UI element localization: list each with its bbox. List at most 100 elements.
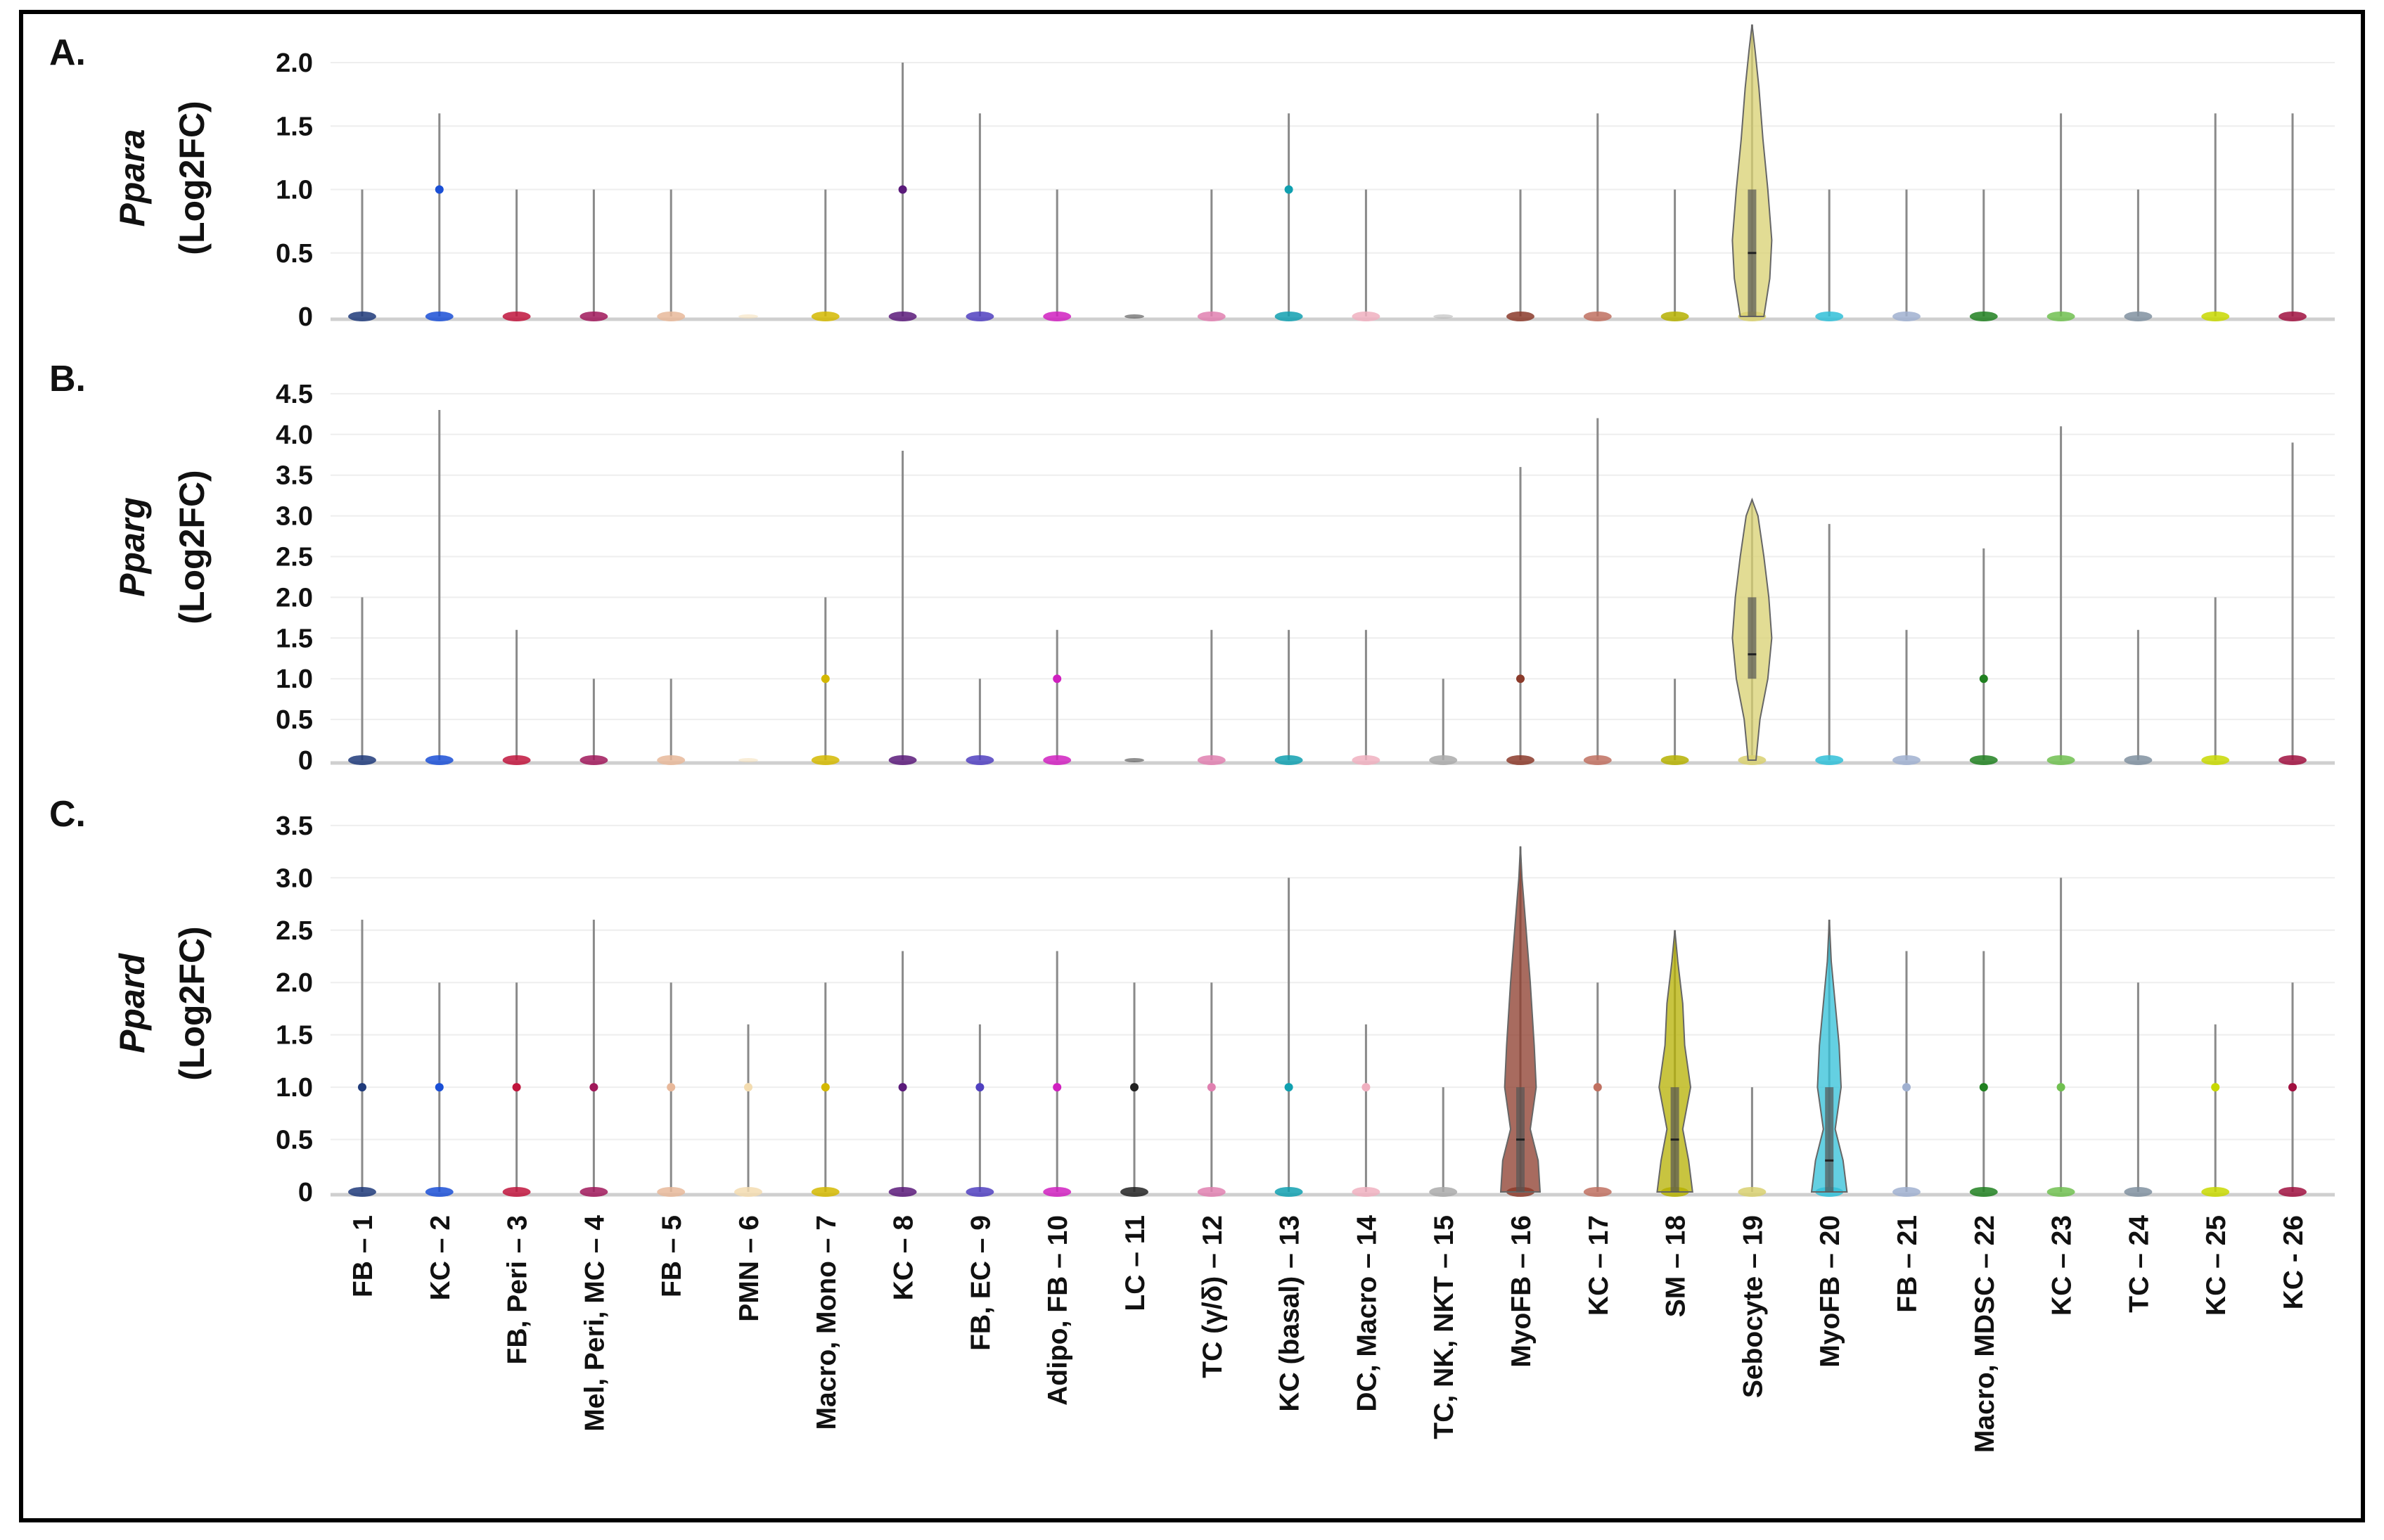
y-axis-unit-label: (Log2FC)	[172, 926, 212, 1080]
violin-median-dot	[1053, 674, 1062, 684]
violin-cluster-11	[1120, 982, 1148, 1197]
violin-median-dot	[744, 1083, 752, 1092]
violin-cluster-3	[502, 189, 531, 321]
violin-base	[2124, 1187, 2153, 1197]
violin-base	[2046, 1187, 2075, 1197]
violin-base	[657, 755, 686, 765]
violin-base	[1429, 755, 1458, 765]
violin-median-dot	[1593, 1083, 1602, 1092]
panel-ppara: A. Ppara (Log2FC) 0 0.5 1.0 1.5 2.0	[49, 24, 2335, 332]
violin-median-dot	[435, 1083, 444, 1092]
violin-median-dot	[821, 1083, 830, 1092]
violin-cluster-6	[738, 314, 758, 319]
violin-base	[348, 755, 376, 765]
violin-median-dot	[1284, 185, 1293, 194]
violin-base	[579, 312, 608, 321]
panel-pparg: B. Pparg (Log2FC) 0 0.5 1.0 1.5 2.0 2.5 3.0 3.5 4.0…	[49, 359, 2335, 776]
violin-base	[1433, 314, 1454, 319]
violin-cluster-8	[888, 951, 917, 1197]
y-tick-label: 3.0	[276, 502, 313, 532]
violin-base	[579, 755, 608, 765]
y-axis-unit-label: (Log2FC)	[172, 101, 212, 255]
violin-cluster-21	[1892, 189, 1921, 321]
y-axis-gene-label: Pparg	[113, 497, 152, 597]
violin-base	[1583, 1187, 1612, 1197]
violin-cluster-25	[2201, 113, 2230, 321]
violin-base	[1274, 312, 1303, 321]
x-tick-label: Macro, Mono – 7	[812, 1215, 842, 1430]
x-tick-label: Mel, Peri, MC – 4	[579, 1215, 610, 1432]
violin-cluster-7	[811, 189, 840, 321]
panel-label: A.	[49, 32, 86, 73]
violin-cluster-13	[1274, 629, 1303, 765]
violin-cluster-13	[1274, 878, 1303, 1197]
violin-base	[425, 1187, 454, 1197]
violin-cluster-15	[1429, 1087, 1458, 1197]
violin-base	[966, 1187, 994, 1197]
y-tick-label: 4.0	[276, 421, 313, 450]
violin-cluster-23	[2046, 426, 2075, 765]
y-tick-label: 1.0	[276, 176, 313, 205]
violin-base	[2279, 1187, 2307, 1197]
y-tick-label: 2.0	[276, 49, 313, 78]
violin-cluster-20	[1815, 189, 1844, 321]
violin-cluster-3	[502, 629, 531, 765]
violin-base	[1892, 755, 1921, 765]
violin-cluster-5	[657, 982, 686, 1197]
violin-base	[738, 758, 758, 762]
violin-cluster-2	[425, 410, 454, 765]
violin-base	[888, 312, 917, 321]
violin-cluster-26	[2279, 982, 2307, 1197]
violin-median-dot	[1130, 1083, 1139, 1092]
violin-cluster-9	[966, 113, 994, 321]
violin-base	[1506, 312, 1534, 321]
x-tick-label: FB, Peri – 3	[503, 1215, 533, 1364]
y-axis-gene-label: Ppard	[113, 953, 152, 1053]
violin-cluster-13	[1274, 113, 1303, 321]
x-tick-label: TC, NK, NKT – 15	[1429, 1215, 1459, 1439]
violin-base	[888, 1187, 917, 1197]
violin-cluster-24	[2124, 982, 2153, 1197]
violin-body	[1499, 846, 1542, 1193]
violin-median-dot	[435, 185, 444, 194]
violin-cluster-12	[1197, 629, 1226, 765]
violin-base	[348, 312, 376, 321]
x-tick-label: SM – 18	[1661, 1215, 1691, 1317]
violin-base	[1892, 312, 1921, 321]
violin-cluster-2	[425, 982, 454, 1197]
violin-cluster-17	[1583, 113, 1612, 321]
violin-cluster-17	[1583, 982, 1612, 1197]
violin-cluster-16	[1499, 846, 1542, 1197]
x-tick-label: FB – 5	[657, 1215, 687, 1297]
violin-cluster-7	[811, 982, 840, 1197]
x-tick-label: LC – 11	[1120, 1215, 1151, 1311]
violin-median-dot	[2288, 1083, 2297, 1092]
violin-base	[811, 1187, 840, 1197]
violin-base	[1969, 755, 1998, 765]
violin-iqr-box	[1825, 1087, 1834, 1192]
violin-cluster-1	[348, 597, 376, 765]
violin-base	[2279, 312, 2307, 321]
x-tick-label: KC (basal) – 13	[1275, 1215, 1305, 1412]
violin-base	[2046, 312, 2075, 321]
y-axis-gene-label: Ppara	[113, 129, 152, 227]
violin-median-dot	[2211, 1083, 2220, 1092]
panel-label: C.	[49, 794, 86, 835]
x-tick-label: TC (γ/δ) – 12	[1198, 1215, 1228, 1378]
violin-cluster-6	[734, 1024, 762, 1197]
x-tick-label: TC – 24	[2124, 1215, 2154, 1313]
violin-median-dot	[512, 1083, 521, 1092]
violin-base	[1352, 312, 1380, 321]
violin-cluster-2	[425, 113, 454, 321]
x-axis-labels: FB – 1 KC – 2 FB, Peri – 3 Mel, Peri, MC – …	[348, 1215, 2309, 1453]
figure-frame	[19, 10, 2365, 1522]
y-tick-label: 1.5	[276, 112, 313, 141]
violin-cluster-16	[1506, 189, 1534, 321]
violin-base	[1815, 312, 1844, 321]
violin-base	[2279, 755, 2307, 765]
violin-cluster-26	[2279, 442, 2307, 765]
violin-base	[1124, 758, 1144, 762]
violin-cluster-7	[811, 597, 840, 765]
violin-cluster-18	[1660, 189, 1689, 321]
